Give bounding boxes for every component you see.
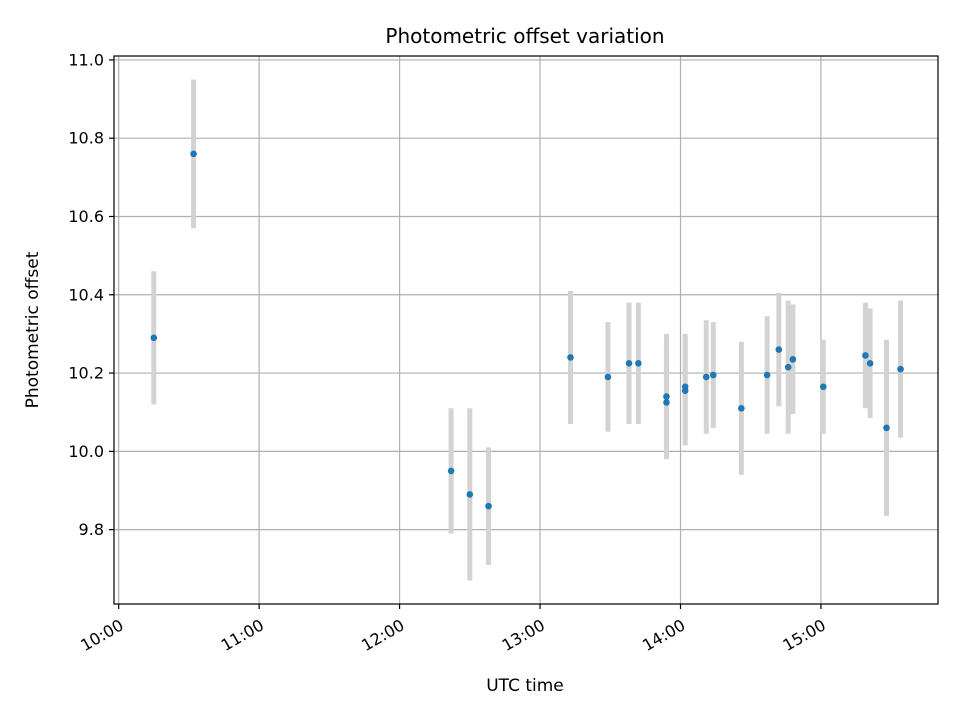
data-point: [789, 356, 797, 363]
data-point: [466, 491, 474, 498]
y-tick-label: 11.0: [68, 50, 104, 69]
data-point: [447, 467, 455, 475]
y-tick-label: 10.0: [68, 442, 104, 461]
data-point: [485, 502, 492, 510]
data-point: [738, 404, 745, 412]
data-point: [763, 371, 771, 379]
y-tick-label: 10.8: [68, 129, 104, 148]
data-point: [635, 359, 642, 367]
data-point: [897, 365, 904, 373]
data-point: [567, 354, 574, 361]
data-point: [190, 150, 197, 158]
data-point: [866, 359, 874, 367]
data-point: [709, 371, 717, 379]
data-point: [150, 334, 158, 342]
data-point: [784, 363, 792, 371]
y-tick-label: 10.4: [68, 285, 104, 304]
data-points: [150, 150, 904, 510]
data-point: [681, 387, 689, 394]
grid: [114, 56, 938, 604]
data-point: [663, 393, 670, 400]
data-point: [604, 373, 612, 381]
y-axis: 9.8 10.0 10.2 10.4 10.6 10.8 11.0: [68, 50, 114, 539]
chart-title: Photometric offset variation: [385, 24, 664, 48]
plot-frame: [113, 55, 939, 605]
y-tick-label: 9.8: [79, 520, 104, 539]
data-point: [883, 424, 890, 432]
data-point: [775, 346, 783, 353]
data-point: [625, 359, 633, 367]
y-tick-label: 10.6: [68, 207, 104, 226]
x-axis-label: UTC time: [486, 676, 564, 696]
data-point: [862, 352, 869, 359]
data-point: [702, 373, 710, 381]
data-point: [819, 383, 827, 391]
data-point: [663, 399, 670, 406]
y-tick-label: 10.2: [68, 364, 104, 383]
y-axis-label: Photometric offset: [23, 251, 43, 408]
